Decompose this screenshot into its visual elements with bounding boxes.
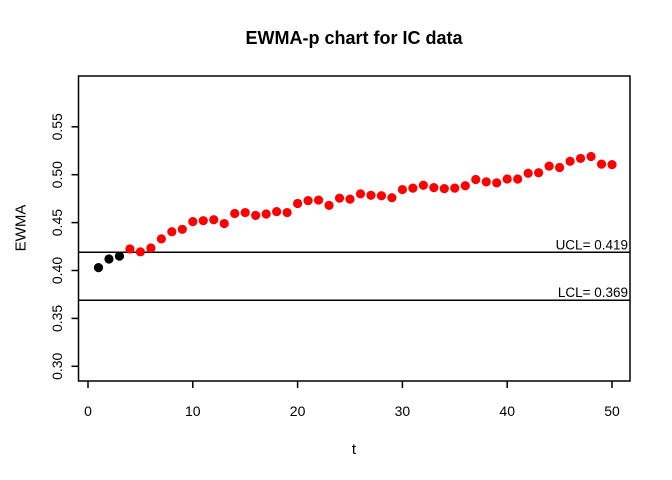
x-axis-tick-label: 50 <box>604 403 620 419</box>
data-point <box>366 190 376 200</box>
data-point <box>544 161 554 171</box>
data-point <box>219 218 229 229</box>
data-point <box>355 189 366 199</box>
data-point <box>429 183 439 193</box>
y-axis-tick-label: 0.55 <box>49 113 65 140</box>
data-point <box>534 168 544 178</box>
data-point <box>376 191 387 201</box>
data-point <box>167 227 177 237</box>
data-point <box>156 234 166 244</box>
data-point <box>303 195 313 206</box>
data-point <box>272 206 282 217</box>
data-point <box>387 193 397 203</box>
y-axis-tick-label: 0.30 <box>49 352 65 379</box>
data-point <box>408 183 418 193</box>
data-point <box>334 193 345 203</box>
plot-box <box>77 75 631 382</box>
y-axis-tick-label: 0.50 <box>49 161 65 188</box>
data-point <box>114 251 125 261</box>
data-point <box>575 153 586 164</box>
data-point <box>418 180 428 190</box>
x-axis-label: t <box>351 441 357 458</box>
data-point <box>125 244 135 254</box>
data-point <box>104 254 114 264</box>
data-point <box>293 198 303 209</box>
data-point <box>198 216 208 226</box>
y-axis-tick-label: 0.40 <box>49 257 65 284</box>
data-point <box>502 174 512 184</box>
data-point <box>460 181 470 191</box>
data-point <box>397 184 407 195</box>
chart-title: EWMA-p chart for IC data <box>245 28 463 48</box>
y-axis-tick-label: 0.45 <box>49 209 65 236</box>
data-point <box>555 162 565 173</box>
data-point <box>513 174 523 184</box>
data-point <box>261 209 271 219</box>
data-point <box>607 160 617 170</box>
data-point <box>230 208 240 219</box>
data-point <box>492 178 502 188</box>
x-axis-tick-label: 30 <box>395 403 411 419</box>
data-point <box>471 174 481 185</box>
data-point <box>188 217 198 227</box>
data-point <box>586 151 596 162</box>
data-point <box>565 156 575 166</box>
data-point <box>439 183 449 194</box>
data-point <box>251 210 261 221</box>
x-axis-tick-label: 20 <box>290 403 306 419</box>
data-point <box>450 183 460 193</box>
data-point <box>313 195 324 205</box>
data-point <box>523 168 533 178</box>
y-axis-tick-label: 0.35 <box>49 305 65 332</box>
data-point <box>146 243 156 253</box>
data-point <box>209 215 219 225</box>
x-axis-tick-label: 40 <box>499 403 515 419</box>
data-point <box>135 247 145 257</box>
data-point <box>324 200 334 210</box>
x-axis-tick-label: 10 <box>185 403 201 419</box>
data-point <box>93 263 104 273</box>
lcl-label: LCL= 0.369 <box>558 285 628 300</box>
data-point <box>177 224 187 234</box>
data-point <box>282 207 292 218</box>
data-point <box>596 159 607 169</box>
x-axis-tick-label: 0 <box>84 403 92 419</box>
data-point <box>240 207 250 218</box>
data-point <box>481 177 491 187</box>
data-point <box>345 194 355 204</box>
ucl-label: UCL= 0.419 <box>556 237 628 252</box>
